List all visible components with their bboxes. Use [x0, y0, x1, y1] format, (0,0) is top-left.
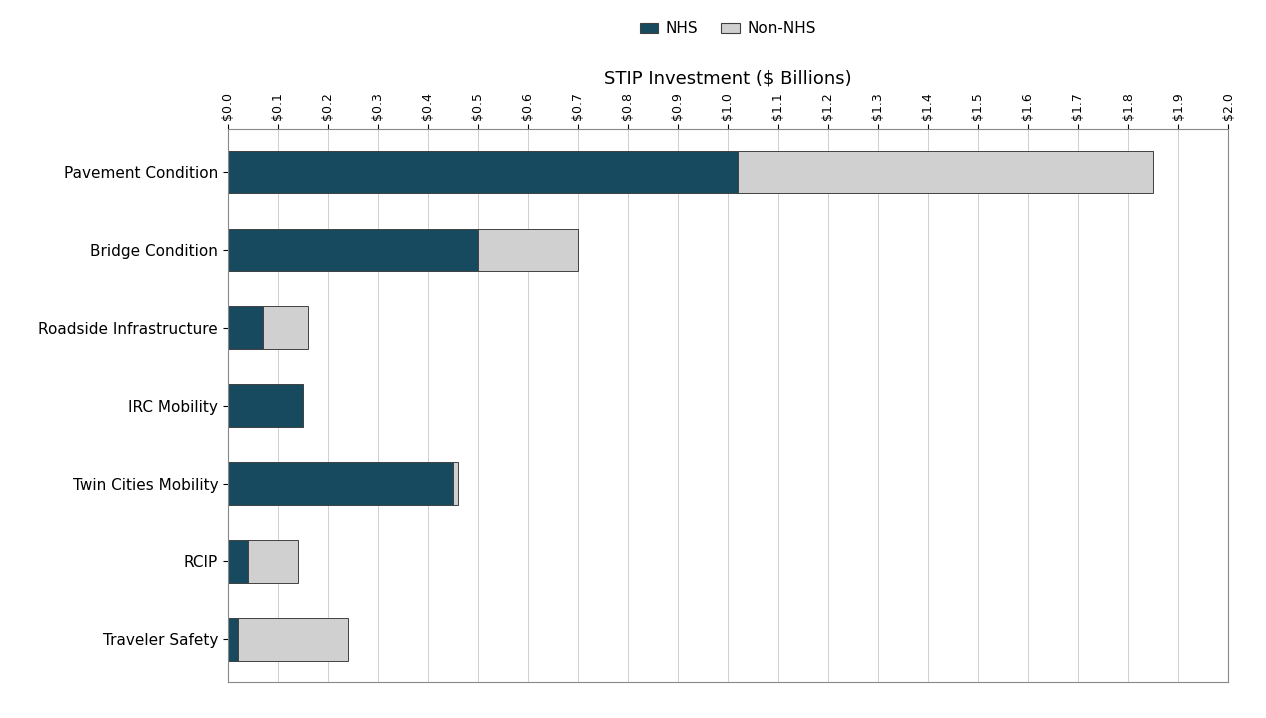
Bar	[263, 307, 308, 349]
Bar	[248, 540, 298, 583]
Bar	[477, 228, 577, 271]
Bar	[228, 151, 738, 193]
Legend: NHS, Non-NHS: NHS, Non-NHS	[634, 15, 822, 42]
Bar	[228, 307, 263, 349]
Bar	[228, 462, 453, 505]
Bar	[228, 384, 303, 427]
Bar	[228, 540, 248, 583]
Bar	[228, 228, 477, 271]
Bar	[738, 151, 1153, 193]
Bar	[453, 462, 458, 505]
Bar	[228, 618, 238, 661]
Bar	[238, 618, 348, 661]
X-axis label: STIP Investment ($ Billions): STIP Investment ($ Billions)	[604, 69, 852, 87]
